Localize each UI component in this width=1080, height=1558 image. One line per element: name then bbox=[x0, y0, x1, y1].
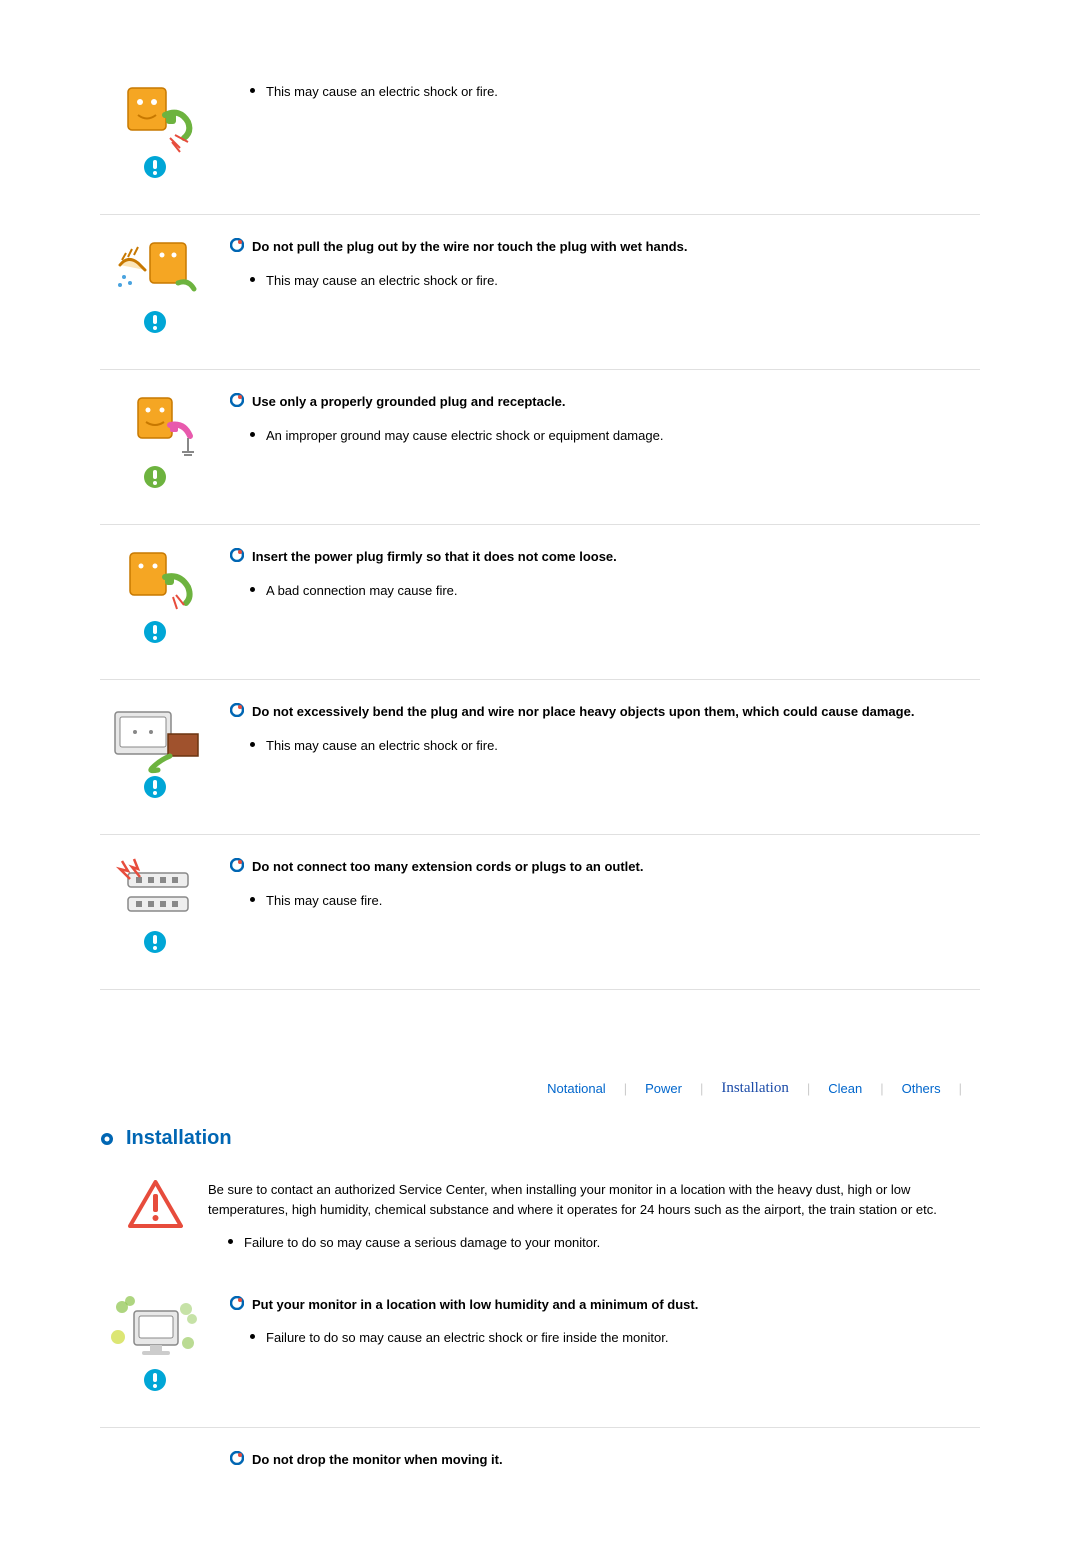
warning-badge-icon bbox=[143, 155, 167, 179]
nav-link-clean[interactable]: Clean bbox=[828, 1081, 862, 1096]
consequence-text: This may cause an electric shock or fire… bbox=[230, 736, 980, 756]
illustration-wet-hands bbox=[110, 235, 200, 310]
bullet-ring-icon bbox=[230, 703, 244, 717]
illustration-bent-wire bbox=[110, 700, 200, 775]
consequence-text: Failure to do so may cause an electric s… bbox=[230, 1328, 980, 1348]
installation-intro: Be sure to contact an authorized Service… bbox=[100, 1180, 980, 1273]
warning-title-text: Do not excessively bend the plug and wir… bbox=[252, 702, 914, 722]
safety-icon-box bbox=[100, 855, 210, 954]
safety-content: This may cause an electric shock or fire… bbox=[210, 80, 980, 102]
bullet-ring-icon bbox=[230, 858, 244, 872]
nav-link-power[interactable]: Power bbox=[645, 1081, 682, 1096]
warning-title: Use only a properly grounded plug and re… bbox=[230, 392, 980, 412]
nav-link-notational[interactable]: Notational bbox=[547, 1081, 606, 1096]
bullet-ring-icon bbox=[230, 1451, 244, 1465]
section-bullet-icon bbox=[100, 1132, 114, 1146]
warning-title-text: Insert the power plug firmly so that it … bbox=[252, 547, 617, 567]
safety-content: Insert the power plug firmly so that it … bbox=[210, 545, 980, 600]
safety-icon-box bbox=[100, 1293, 210, 1392]
safety-item: Do not excessively bend the plug and wir… bbox=[100, 680, 980, 835]
consequence-text: This may cause an electric shock or fire… bbox=[230, 271, 980, 291]
safety-icon-box bbox=[100, 80, 210, 179]
intro-paragraph: Be sure to contact an authorized Service… bbox=[208, 1180, 980, 1219]
warning-title-text: Do not pull the plug out by the wire nor… bbox=[252, 237, 687, 257]
warning-title: Do not connect too many extension cords … bbox=[230, 857, 980, 877]
warning-title: Put your monitor in a location with low … bbox=[230, 1295, 980, 1315]
warning-badge-icon bbox=[143, 930, 167, 954]
nav-link-others[interactable]: Others bbox=[902, 1081, 941, 1096]
nav-separator: | bbox=[959, 1081, 962, 1096]
safety-item: Insert the power plug firmly so that it … bbox=[100, 525, 980, 680]
safety-content: Do not excessively bend the plug and wir… bbox=[210, 700, 980, 755]
nav-separator: | bbox=[880, 1081, 883, 1096]
warning-title: Insert the power plug firmly so that it … bbox=[230, 547, 980, 567]
illustration-dust-humidity bbox=[110, 1293, 200, 1368]
consequence-text: This may cause fire. bbox=[230, 891, 980, 911]
safety-item: Do not drop the monitor when moving it. bbox=[100, 1428, 980, 1519]
nav-separator: | bbox=[700, 1081, 703, 1096]
nav-separator: | bbox=[624, 1081, 627, 1096]
consequence-text: An improper ground may cause electric sh… bbox=[230, 426, 980, 446]
warning-badge-icon bbox=[143, 620, 167, 644]
safety-content: Do not connect too many extension cords … bbox=[210, 855, 980, 910]
consequence-text: A bad connection may cause fire. bbox=[230, 581, 980, 601]
consequence-text: This may cause an electric shock or fire… bbox=[230, 82, 980, 102]
safety-content: Use only a properly grounded plug and re… bbox=[210, 390, 980, 445]
safety-content: Do not drop the monitor when moving it. bbox=[210, 1448, 980, 1484]
safety-icon-box bbox=[100, 235, 210, 334]
warning-title: Do not excessively bend the plug and wir… bbox=[230, 702, 980, 722]
nav-link-installation[interactable]: Installation bbox=[721, 1080, 789, 1097]
warning-title: Do not drop the monitor when moving it. bbox=[230, 1450, 980, 1470]
safety-item: Use only a properly grounded plug and re… bbox=[100, 370, 980, 525]
warning-badge-icon bbox=[143, 310, 167, 334]
warning-badge-icon bbox=[143, 775, 167, 799]
safety-item: Put your monitor in a location with low … bbox=[100, 1273, 980, 1428]
illustration-ground-plug bbox=[110, 390, 200, 465]
safety-icon-box bbox=[100, 700, 210, 799]
illustration-extension bbox=[110, 855, 200, 930]
warning-title-text: Use only a properly grounded plug and re… bbox=[252, 392, 566, 412]
illustration-loose-plug bbox=[110, 545, 200, 620]
warning-triangle-icon bbox=[128, 1180, 183, 1230]
safety-item: This may cause an electric shock or fire… bbox=[100, 60, 980, 215]
warning-title: Do not pull the plug out by the wire nor… bbox=[230, 237, 980, 257]
bullet-ring-icon bbox=[230, 238, 244, 252]
bullet-ring-icon bbox=[230, 1296, 244, 1310]
safety-icon-box bbox=[100, 545, 210, 644]
intro-text-block: Be sure to contact an authorized Service… bbox=[208, 1180, 980, 1253]
warning-title-text: Do not drop the monitor when moving it. bbox=[252, 1450, 503, 1470]
safety-icon-box bbox=[100, 390, 210, 489]
warning-title-text: Put your monitor in a location with low … bbox=[252, 1295, 698, 1315]
section-header: Installation bbox=[100, 1127, 980, 1150]
safety-content: Do not pull the plug out by the wire nor… bbox=[210, 235, 980, 290]
warning-title-text: Do not connect too many extension cords … bbox=[252, 857, 643, 877]
warning-badge-icon bbox=[143, 465, 167, 489]
nav-separator: | bbox=[807, 1081, 810, 1096]
safety-item: Do not connect too many extension cords … bbox=[100, 835, 980, 990]
safety-item: Do not pull the plug out by the wire nor… bbox=[100, 215, 980, 370]
section-title: Installation bbox=[126, 1127, 232, 1150]
intro-sub-text: Failure to do so may cause a serious dam… bbox=[208, 1233, 980, 1253]
bullet-ring-icon bbox=[230, 548, 244, 562]
bullet-ring-icon bbox=[230, 393, 244, 407]
warning-badge-icon bbox=[143, 1368, 167, 1392]
illustration-plug-monitor bbox=[110, 80, 200, 155]
section-nav: Notational | Power | Installation | Clea… bbox=[100, 990, 980, 1127]
safety-content: Put your monitor in a location with low … bbox=[210, 1293, 980, 1348]
